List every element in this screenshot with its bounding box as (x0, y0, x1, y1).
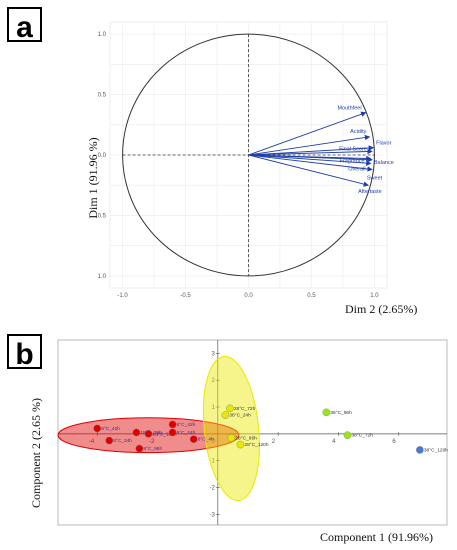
x-tick-label: -0.5 (180, 293, 191, 299)
x-tick-label: 4 (332, 439, 336, 445)
panel-a-x-axis-title: Dim 2 (2.65%) (345, 302, 417, 316)
loading-vector (248, 134, 371, 156)
point-label: 38°C_72h (351, 433, 373, 439)
point-label: 8°C_24h (113, 438, 132, 444)
loading-vector (248, 154, 372, 166)
x-tick-label: 0.0 (244, 293, 253, 299)
score-point (144, 430, 153, 438)
x-tick-label: -4 (89, 439, 95, 445)
panel-a-label-box (7, 7, 42, 42)
score-point (132, 428, 141, 437)
point-label: 8°C_96h (143, 446, 162, 452)
loading-vector (248, 145, 375, 156)
score-point (168, 420, 177, 429)
score-point (226, 404, 234, 413)
vector-label: Flavor (376, 141, 391, 147)
x-tick-label: 0.5 (307, 293, 316, 299)
y-tick-label: -1 (209, 459, 215, 465)
unit-circle (122, 33, 375, 277)
y-tick-label: 2 (211, 378, 215, 384)
loading-vector (248, 111, 367, 156)
panel-a-y-axis-title: Dim 1 (91.96 %) (86, 137, 100, 218)
point-label: 28°C_72h (234, 406, 256, 412)
y-tick-label: 1 (211, 405, 215, 411)
score-point (168, 428, 177, 437)
x-tick-label: 0 (211, 439, 215, 445)
loading-vector (248, 154, 373, 163)
vector-label: Final Score (339, 146, 367, 152)
y-tick-label: 1.0 (98, 274, 107, 280)
y-tick-label: 0.5 (98, 93, 107, 99)
vector-label: Aftertaste (358, 189, 382, 195)
score-point (189, 435, 198, 444)
x-tick-label: -1.0 (117, 293, 128, 299)
y-tick-label: 3 (211, 351, 215, 357)
plot-frame (57, 339, 448, 526)
score-point (93, 424, 102, 433)
x-tick-label: 1.0 (370, 293, 379, 299)
point-label: 8°C_42h (101, 426, 120, 432)
panel-a-plot-area: -1.0 1.0 -0.5 0.5 0.0 0.0 0.5 0.5 1.0 1.0 Mouthfee… (98, 21, 394, 299)
x-tick-label: 2 (272, 439, 276, 445)
score-point (416, 446, 424, 454)
score-point (221, 411, 230, 419)
y-tick-label: -2 (209, 485, 215, 491)
point-label: 8°C_4h (198, 437, 214, 443)
point-label: 8°C_42h (177, 422, 196, 428)
panel-b-label: b (15, 338, 33, 371)
vector-label: Acidity (350, 129, 366, 135)
confidence-ellipse (202, 355, 260, 502)
panel-a-label: a (16, 11, 33, 44)
loading-vector (248, 154, 373, 172)
panel-b: b -4-20246321-1-2-38°C_42h8°C_24h18°C_72… (7, 334, 448, 544)
y-tick-label: 0.5 (98, 213, 107, 219)
point-label: 28°C_96h (235, 435, 257, 441)
score-point (105, 436, 114, 445)
vector-label: Fragrance (340, 159, 365, 165)
point-label: 38°C_24h (229, 413, 251, 419)
panel-a: a -1.0 1.0 -0.5 0.5 0.0 0.0 0.5 0.5 1.0 1.0 Mouthf… (7, 7, 417, 316)
y-tick-label: -3 (209, 512, 215, 518)
panel-b-label-box (7, 334, 42, 369)
vector-label: Overall (348, 166, 365, 172)
panel-b-x-axis-title: Component 1 (91.96%) (320, 530, 433, 544)
point-label: 38°C_96h (330, 410, 352, 416)
x-tick-label: 6 (392, 439, 396, 445)
panel-b-y-axis-title: Component 2 (2.65 %) (29, 398, 43, 508)
panel-b-plot-area: -4-20246321-1-2-38°C_42h8°C_24h18°C_72h1… (57, 339, 448, 526)
point-label: 18°C_120h (152, 431, 176, 437)
score-point (227, 434, 236, 442)
score-point (322, 408, 331, 417)
point-label: 38°C_120h (424, 447, 448, 453)
point-label: 8°C_24h (177, 430, 196, 436)
vector-label: Mouthfeel (337, 106, 361, 112)
loading-vector (248, 154, 369, 187)
score-point (236, 440, 245, 449)
y-tick-label: 1.0 (98, 32, 107, 38)
y-tick-label: 0.0 (98, 153, 107, 159)
score-point (135, 444, 144, 453)
loading-vector (248, 148, 373, 156)
vector-label: Sweet (367, 176, 383, 182)
point-label: 28°C_120h (244, 442, 268, 448)
vector-label: Balance (374, 160, 394, 166)
x-tick-label: -2 (149, 439, 155, 445)
score-point (343, 431, 352, 439)
